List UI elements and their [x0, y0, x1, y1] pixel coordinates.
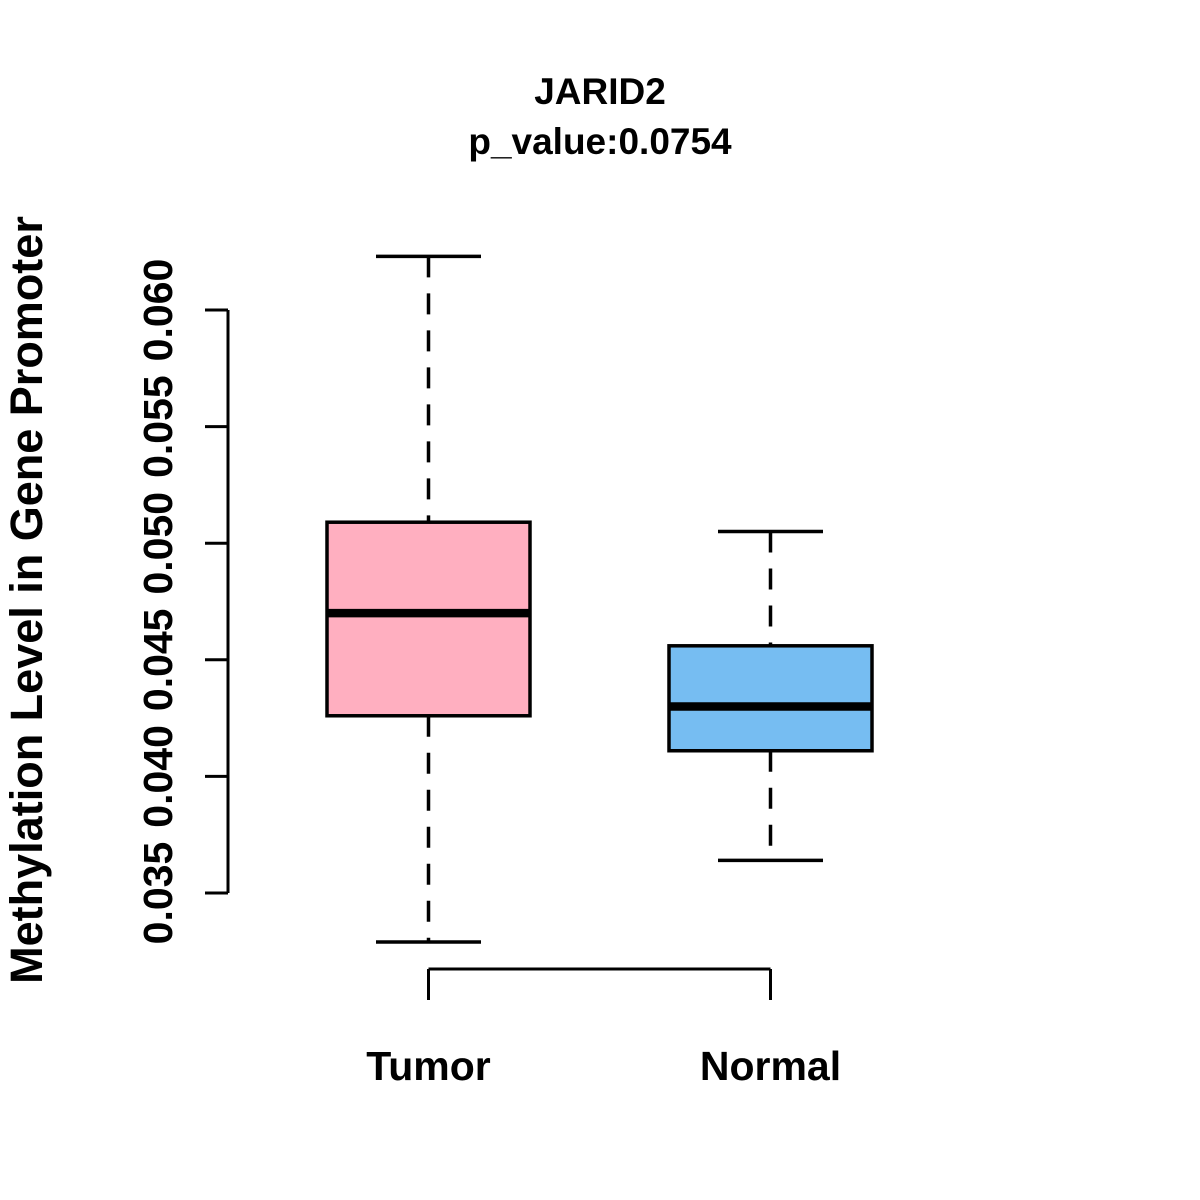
iqr-box-normal [667, 644, 874, 753]
y-tick-label: 0.035 [135, 842, 181, 945]
y-tick-label: 0.040 [135, 725, 181, 828]
y-axis-ticks: 0.035 0.040 0.045 0.050 0.055 0.060 [135, 259, 228, 945]
y-tick-label: 0.045 [135, 608, 181, 711]
boxplot-boxes [325, 254, 874, 944]
x-label-normal: Normal [700, 1043, 841, 1089]
y-axis: 0.035 0.040 0.045 0.050 0.055 0.060 [135, 259, 230, 945]
chart-title: JARID2 [534, 71, 666, 112]
y-tick-label: 0.050 [135, 492, 181, 595]
iqr-box-tumor [325, 520, 532, 718]
y-tick-label: 0.060 [135, 259, 181, 362]
y-axis-title: Methylation Level in Gene Promoter [1, 216, 52, 984]
x-axis: Tumor Normal [366, 967, 841, 1089]
y-tick-label: 0.055 [135, 375, 181, 478]
x-label-tumor: Tumor [366, 1043, 491, 1089]
chart-subtitle-pvalue: p_value:0.0754 [468, 121, 732, 162]
